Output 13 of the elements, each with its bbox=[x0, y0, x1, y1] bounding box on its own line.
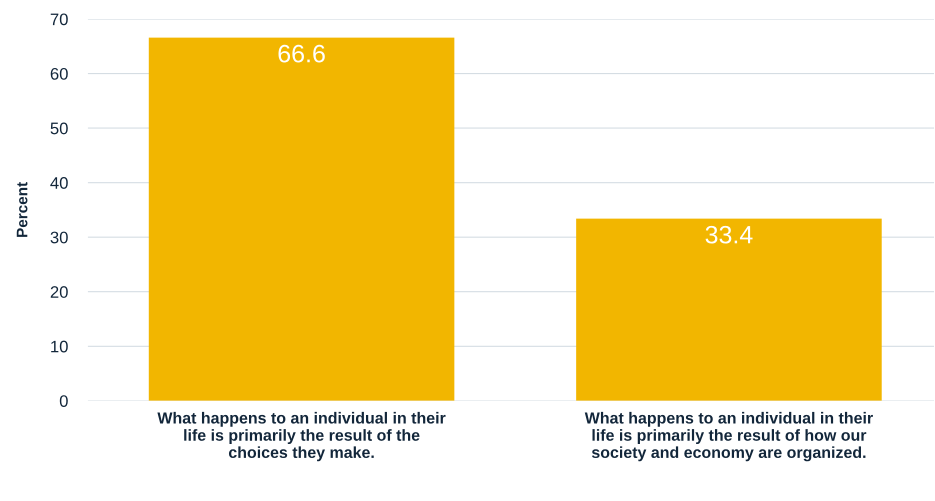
y-axis-title: Percent bbox=[16, 182, 28, 237]
y-tick-label: 0 bbox=[60, 395, 68, 408]
y-tick-label: 70 bbox=[50, 13, 68, 26]
x-tick-label: What happens to an individual in their life is primarily the result of how our society and economy are organized. bbox=[584, 412, 873, 462]
y-tick-label: 10 bbox=[51, 340, 68, 352]
data-label: 66.6 bbox=[278, 44, 325, 62]
y-tick-label: 30 bbox=[50, 232, 68, 244]
y-tick-label: 20 bbox=[50, 286, 68, 298]
x-tick-label: What happens to an individual in their life is primarily the result of the choices they make. bbox=[157, 412, 446, 462]
y-tick-label: 40 bbox=[50, 177, 68, 189]
data-label: 33.4 bbox=[706, 226, 753, 244]
y-tick-label: 60 bbox=[50, 68, 68, 80]
y-tick-label: 50 bbox=[50, 122, 68, 134]
